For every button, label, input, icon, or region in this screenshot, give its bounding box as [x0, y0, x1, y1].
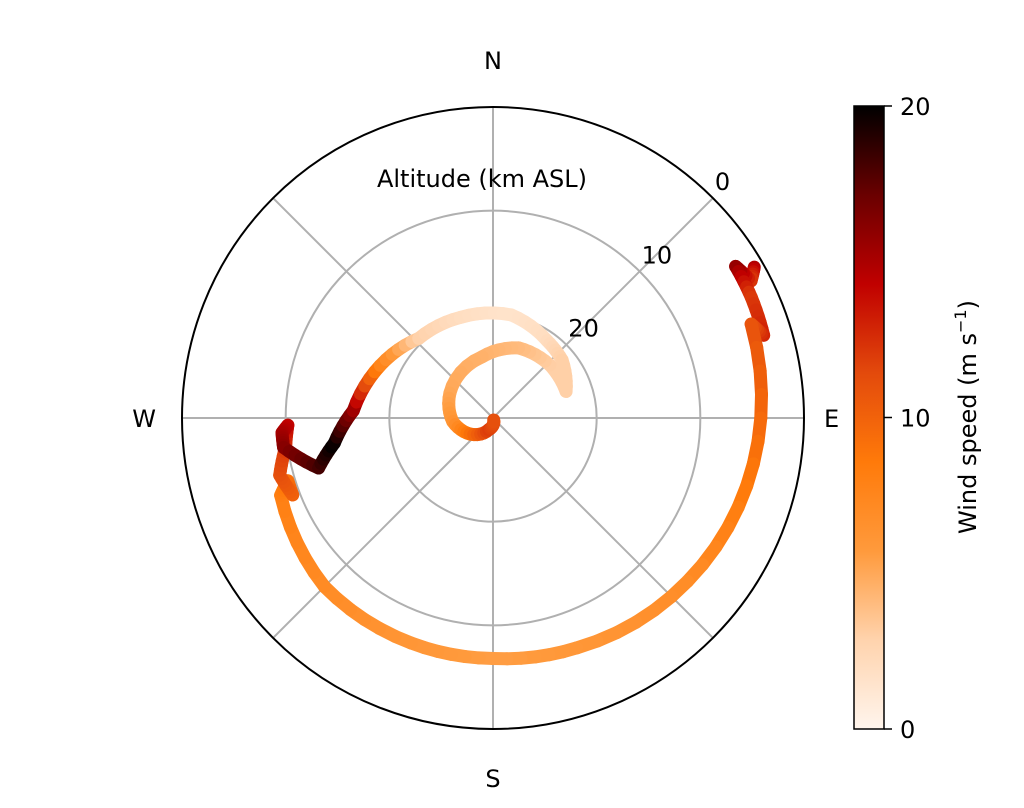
angular-grid-line [492, 417, 714, 639]
colorbar-label-main: Wind speed (m s [954, 333, 982, 534]
radial-axis-label: Altitude (km ASL) [377, 165, 587, 193]
colorbar-ticks [884, 105, 892, 730]
trajectory-series [273, 259, 771, 666]
direction-label-east: E [824, 405, 839, 433]
colorbar-tick-label: 20 [900, 93, 931, 121]
direction-label-south: S [485, 765, 500, 793]
radial-tick-label: 20 [568, 315, 599, 343]
colorbar-tick-label: 0 [900, 716, 915, 744]
angular-grid-line [492, 197, 714, 419]
colorbar-tick-label: 10 [900, 405, 931, 433]
colorbar-label-close: ) [954, 300, 982, 309]
colorbar-label-exponent: −1 [951, 309, 970, 333]
colorbar-label: Wind speed (m s−1) [951, 300, 982, 534]
colorbar [853, 105, 885, 730]
direction-label-north: N [484, 47, 502, 75]
angular-grid-line [272, 417, 494, 639]
radial-tick-label: 10 [642, 241, 673, 269]
polar-outer-ring [181, 106, 805, 730]
radial-tick-label: 0 [715, 168, 730, 196]
direction-label-west: W [132, 405, 156, 433]
